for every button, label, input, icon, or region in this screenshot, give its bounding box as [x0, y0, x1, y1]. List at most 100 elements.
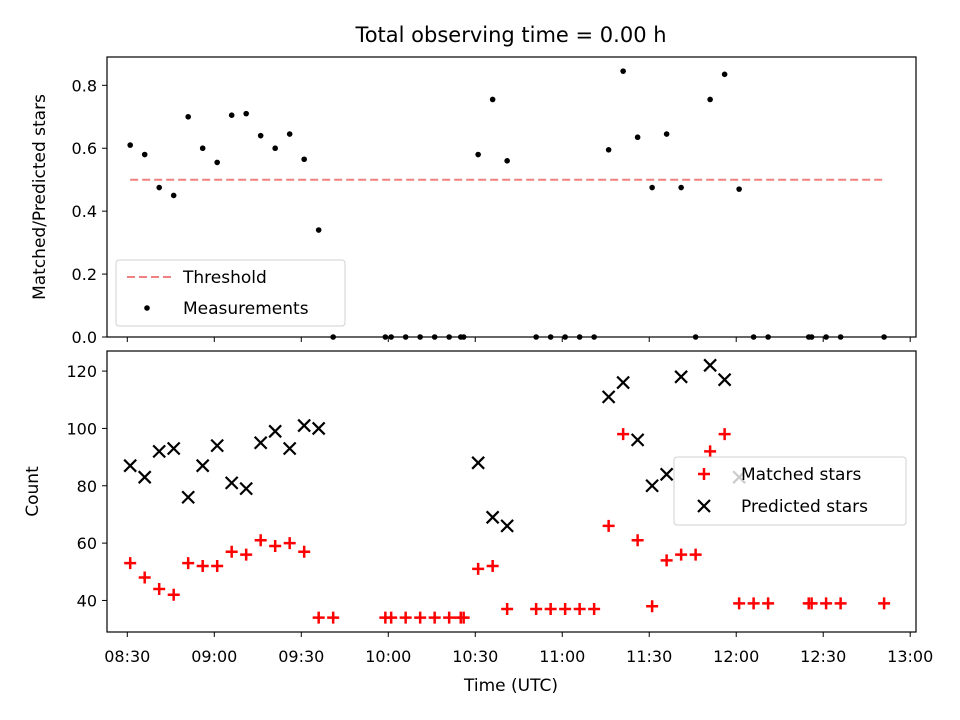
matched-stars-point: [747, 597, 760, 610]
predicted-stars-point: [297, 418, 311, 433]
matched-stars-point: [153, 582, 166, 595]
legend-matched-swatch: [698, 468, 710, 480]
matched-stars-point: [617, 428, 630, 441]
legend-threshold-label: Threshold: [182, 268, 267, 288]
matched-stars-point: [631, 534, 644, 547]
matched-stars-point: [660, 554, 673, 567]
plot-frame: [106, 350, 917, 633]
x-axis-label: Time (UTC): [463, 676, 558, 696]
x-tick-label: 11:00: [539, 647, 585, 666]
measurement-point: [141, 151, 148, 158]
predicted-stars-point: [471, 456, 485, 470]
measurement-point: [721, 71, 728, 78]
matched-stars-point: [573, 603, 586, 616]
measurement-point: [315, 227, 322, 233]
x-tick-label: 12:30: [800, 647, 846, 666]
x-tick-label: 10:30: [452, 647, 498, 666]
matched-stars-point: [428, 611, 441, 624]
measurement-point: [649, 184, 655, 191]
measurement-point: [257, 132, 264, 139]
predicted-stars-point: [224, 476, 239, 490]
matched-stars-point: [138, 571, 151, 584]
y-tick-label: 80: [77, 477, 97, 496]
predicted-stars-point: [137, 470, 152, 484]
measurement-point: [475, 151, 481, 158]
predicted-stars-point: [485, 510, 500, 525]
predicted-stars-point: [645, 478, 659, 493]
predicted-stars-point: [616, 375, 630, 390]
legend-matched-label: Matched stars: [741, 465, 861, 485]
legend-predicted-swatch: [697, 499, 711, 513]
matched-stars-point: [414, 611, 427, 624]
x-tick-label: 09:00: [191, 647, 237, 666]
measurement-point: [156, 184, 162, 191]
predicted-stars-point: [166, 441, 181, 456]
predicted-stars-point: [123, 458, 137, 473]
matched-stars-point: [486, 560, 499, 573]
measurement-point: [301, 156, 307, 163]
matched-stars-point: [704, 445, 717, 458]
y-tick-label: 0.8: [72, 76, 97, 95]
y-tick-label: 0.6: [72, 139, 97, 158]
matched-stars-point: [689, 548, 702, 561]
predicted-stars-point: [181, 490, 195, 505]
matched-stars-point: [805, 597, 818, 610]
y-tick-label: 60: [77, 534, 97, 553]
measurement-point: [489, 96, 496, 103]
measurement-point: [620, 68, 626, 74]
legend-box: [673, 456, 907, 526]
matched-stars-point: [182, 557, 195, 570]
predicted-stars-point: [659, 467, 674, 482]
y-tick-label: 0.2: [72, 265, 97, 284]
measurement-point: [185, 113, 191, 120]
y-axis-label: Matched/Predicted stars: [30, 94, 50, 300]
measurement-point: [663, 131, 670, 137]
matched-stars-point: [602, 519, 615, 532]
predicted-stars-point: [717, 372, 732, 387]
matched-stars-point: [254, 534, 267, 547]
matched-stars-point: [225, 545, 238, 558]
predicted-stars-point: [630, 433, 645, 447]
top-panel: 0.0 0.2 0.4 0.6 0.8 Matched/Predicted stars Th…: [30, 56, 917, 347]
predicted-stars-point: [239, 481, 253, 496]
x-tick-label: 11:30: [626, 647, 672, 666]
measurement-point: [243, 110, 249, 117]
predicted-stars-point: [210, 438, 224, 453]
matched-stars-point: [240, 548, 253, 561]
matched-stars-point: [820, 597, 833, 610]
x-tick-label: 13:00: [887, 647, 933, 666]
x-tick-label: 10:00: [365, 647, 411, 666]
measurement-point: [634, 134, 641, 141]
matched-stars-point: [718, 428, 731, 441]
matched-stars-point: [457, 611, 470, 624]
matched-stars-point: [196, 560, 209, 573]
x-tick-label: 09:30: [278, 647, 324, 666]
matched-stars-point: [588, 603, 601, 616]
measurement-point: [272, 145, 278, 152]
predicted-stars-point: [268, 424, 282, 439]
matched-stars-point: [298, 545, 311, 558]
x-tick-label: 12:00: [713, 647, 759, 666]
predicted-stars-point: [674, 370, 688, 384]
measurement-point: [678, 184, 684, 191]
matched-stars-point: [762, 597, 775, 610]
measurement-point: [214, 159, 220, 166]
matched-stars-point: [399, 611, 412, 624]
measurement-point: [504, 158, 510, 164]
measurement-point: [228, 112, 235, 119]
matched-stars-point: [878, 597, 891, 610]
legend-predicted-label: Predicted stars: [741, 497, 868, 517]
legend-box: [115, 259, 346, 327]
matched-stars-point: [312, 611, 325, 624]
matched-stars-point: [675, 548, 688, 561]
y-tick-label: 100: [66, 419, 97, 438]
matched-stars-point: [544, 603, 557, 616]
measurement-point: [286, 131, 293, 137]
predicted-stars-point: [195, 458, 210, 473]
predicted-stars-point: [152, 444, 166, 459]
legend-measurements-swatch: [144, 305, 150, 311]
measurement-point: [736, 186, 742, 192]
measurement-point: [170, 192, 177, 199]
x-tick-label: 08:30: [104, 647, 150, 666]
